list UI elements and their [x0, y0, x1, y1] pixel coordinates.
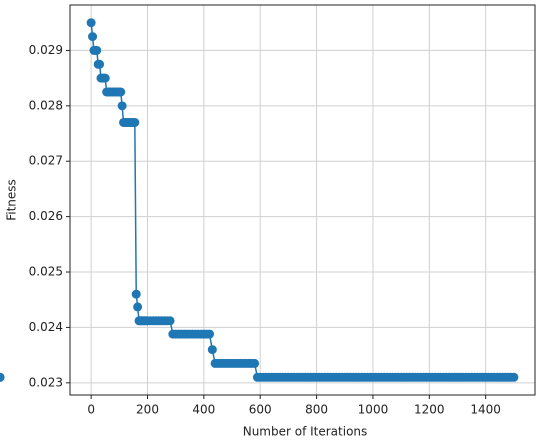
x-tick-label: 1000 — [358, 403, 389, 417]
data-point — [86, 18, 96, 28]
data-point — [100, 73, 110, 83]
x-axis-label: Number of Iterations — [243, 425, 368, 439]
y-tick-label: 0.023 — [29, 375, 63, 389]
y-tick-label: 0.024 — [29, 320, 63, 334]
data-point — [92, 45, 102, 55]
y-tick-label: 0.025 — [29, 265, 63, 279]
x-tick-label: 800 — [305, 403, 328, 417]
data-point — [117, 101, 127, 111]
data-point — [509, 372, 519, 382]
data-point — [205, 329, 214, 339]
x-tick-label: 200 — [136, 403, 159, 417]
y-tick-label: 0.029 — [29, 43, 63, 57]
x-tick-label: 0 — [87, 403, 95, 417]
y-tick-label: 0.028 — [29, 98, 63, 112]
data-point — [130, 117, 140, 127]
data-point — [131, 289, 141, 299]
data-point — [133, 302, 143, 312]
x-tick-label: 1200 — [414, 403, 445, 417]
y-axis-label: Fitness — [5, 179, 19, 221]
data-point — [165, 316, 175, 326]
x-tick-label: 600 — [249, 403, 272, 417]
data-point — [0, 372, 5, 382]
data-point — [95, 59, 105, 69]
data-point — [88, 32, 98, 42]
data-point — [250, 358, 260, 368]
x-tick-label: 400 — [192, 403, 215, 417]
data-point — [207, 345, 217, 355]
plot-frame — [69, 4, 536, 396]
y-tick-label: 0.027 — [29, 154, 63, 168]
y-tick-label: 0.026 — [29, 209, 63, 223]
x-tick-label: 1400 — [470, 403, 501, 417]
data-point — [116, 87, 126, 97]
